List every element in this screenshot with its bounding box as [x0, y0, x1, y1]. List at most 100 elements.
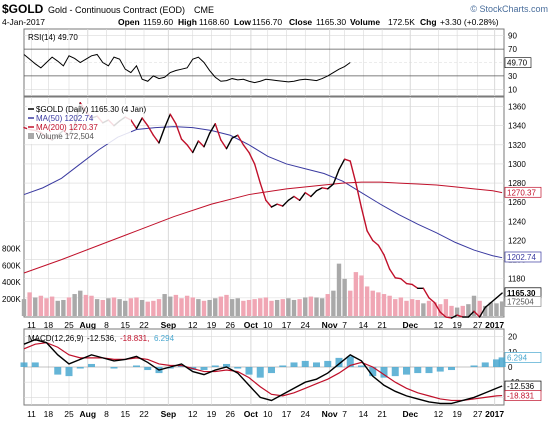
macd-hist-bar-32: [380, 367, 388, 378]
price-segment-27: [169, 113, 177, 125]
volume-bar-55: [331, 290, 336, 316]
macd-hist-bar-26: [313, 362, 320, 367]
volume-bar-21: [139, 299, 145, 316]
volume-bar-22: [145, 301, 150, 316]
volume-bar-30: [190, 297, 195, 316]
rsi-tick-4: 10: [508, 85, 517, 94]
ma50-current-value-box: [504, 251, 542, 263]
volume-bar-28: [179, 298, 184, 316]
x-tick-macd-8: 12: [188, 409, 198, 419]
macd-hist-bar-29: [346, 356, 354, 367]
macd-hist-bar-40: [470, 365, 478, 367]
x-tick-macd-18: 21: [377, 409, 387, 419]
price-segment-72: [422, 287, 430, 299]
price-tick-0: 1360: [508, 103, 526, 112]
price-segment-50: [298, 191, 306, 202]
macd-hist-bar-14: [178, 365, 185, 367]
volume-bar-16: [111, 297, 117, 316]
price-segment-62: [366, 230, 374, 242]
x-tick-price-14: 24: [301, 320, 311, 330]
volume-bar-68: [404, 300, 409, 316]
volume-bar-65: [387, 295, 392, 316]
price-segment-29: [180, 138, 188, 146]
macd-hist-bar-41: [481, 362, 489, 367]
price-segment-42: [253, 163, 261, 184]
x-tick-price-16: 7: [342, 320, 347, 330]
price-segment-23: [147, 124, 155, 136]
high-label: High: [178, 17, 197, 27]
x-tick-macd-23: 2017: [485, 409, 504, 419]
macd-hist-bar-33: [391, 367, 399, 377]
price-segment-74: [433, 301, 441, 313]
price-segment-61: [360, 207, 368, 232]
price-segment-40: [242, 144, 250, 154]
x-tick-price-18: 21: [377, 320, 387, 330]
x-tick-macd-9: 19: [207, 409, 217, 419]
x-tick-price-22: 27: [473, 320, 483, 330]
macd-hist-bar-22: [268, 367, 275, 374]
x-tick-macd-22: 27: [473, 409, 483, 419]
high-value: 1168.60: [199, 17, 229, 27]
volume-bar-62: [370, 290, 375, 316]
x-tick-macd-3: Aug: [79, 409, 96, 419]
macd-hist-bar-34: [403, 367, 410, 375]
volume-bar-38: [235, 298, 240, 316]
rsi-tick-0: 90: [508, 32, 517, 41]
volume-bar-12: [89, 295, 94, 316]
macd-hist-bar-16: [200, 367, 208, 371]
macd-hist-bar-8: [110, 367, 118, 369]
volume-bar-50: [303, 297, 308, 316]
macd-hist-bar-4: [65, 367, 73, 377]
ma50-line: [23, 126, 503, 259]
macd-hist-bar-3: [54, 367, 62, 375]
price-segment-83: [484, 301, 492, 309]
rsi-tick-1: 70: [508, 45, 517, 54]
macd-hist-bar-38: [448, 367, 455, 371]
macd-hist-bar-42: [493, 359, 500, 367]
volume-bar-72: [426, 300, 432, 316]
volume-bar-75: [443, 299, 449, 316]
price-tick-3: 1300: [508, 160, 526, 169]
x-tick-price-19: Dec: [402, 320, 418, 330]
price-segment-56: [332, 168, 340, 185]
chart-name: Gold - Continuous Contract (EOD): [48, 5, 185, 15]
volume-bar-19: [128, 298, 134, 316]
price-segment-45: [270, 203, 278, 208]
rsi-panel: [23, 35, 504, 90]
open-label: Open: [118, 17, 140, 27]
volume-bar-85: [499, 301, 505, 316]
volume-bar-45: [274, 299, 280, 316]
price-segment-68: [400, 278, 408, 285]
x-tick-price-12: 10: [263, 320, 273, 330]
macd-hist-bar-11: [144, 367, 152, 371]
macd-hist-bar-28: [335, 357, 343, 367]
volume-bar-40: [246, 299, 252, 316]
macd-legend-hist-value: 6.294: [154, 334, 175, 343]
x-tick-price-21: 19: [452, 320, 462, 330]
volume-bar-64: [381, 294, 387, 316]
x-tick-macd-4: 8: [104, 409, 109, 419]
price-segment-59: [349, 160, 357, 184]
volume-bar-71: [421, 303, 426, 316]
ma50-current-value: 1202.74: [507, 253, 536, 262]
macd-hist-bar-18: [223, 363, 230, 367]
price-segment-57: [338, 158, 346, 171]
x-tick-price-10: 26: [226, 320, 236, 330]
price-segment-66: [388, 268, 396, 279]
x-tick-macd-19: Dec: [402, 409, 418, 419]
volume-bar-39: [241, 300, 246, 316]
rsi-legend: RSI(14) 49.70: [28, 33, 78, 42]
source-credit: © StockCharts.com: [470, 4, 548, 14]
price-tick-7: 1220: [508, 236, 526, 245]
volume-bar-70: [415, 299, 420, 316]
macd-tick-0: 20: [508, 333, 517, 342]
x-tick-price-4: 8: [104, 320, 109, 330]
chg-label: Chg: [420, 17, 437, 27]
volume-bar-84: [494, 303, 499, 316]
x-tick-macd-16: 7: [342, 409, 347, 419]
legend-price: $GOLD (Daily) 1165.30 (4 Jan): [36, 105, 146, 114]
price-segment-24: [152, 134, 160, 144]
volume-bar-36: [224, 294, 229, 316]
x-tick-macd-14: 24: [301, 409, 311, 419]
